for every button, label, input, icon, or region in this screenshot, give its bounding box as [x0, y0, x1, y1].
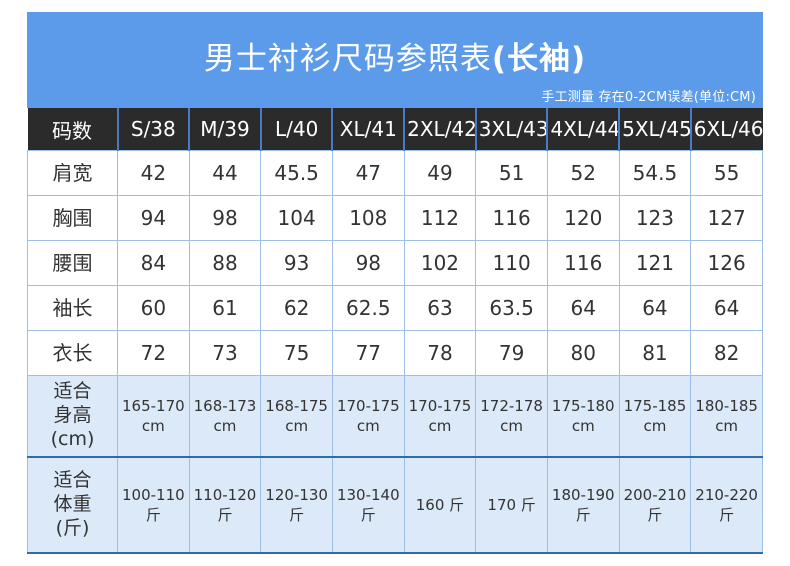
size-value-cell: 64	[690, 285, 763, 331]
size-value-cell: 104	[260, 195, 333, 241]
size-column-header: 3XL/43	[474, 108, 548, 151]
size-column-header: M/39	[188, 108, 261, 151]
size-value-cell: 49	[403, 150, 477, 196]
table-row: 肩宽 42 44 45.5 47 49 51 52 54.5 55	[27, 150, 763, 196]
row-label: 胸围	[27, 195, 118, 241]
table-row: 适合 身高 (cm) 165-170 cm 168-173 cm 168-175 cm…	[27, 375, 763, 458]
size-value-cell: 44	[188, 150, 262, 196]
size-value-cell: 210-220 斤	[690, 456, 763, 554]
size-value-cell: 120-130 斤	[260, 456, 333, 554]
table-row: 袖长 60 61 62 62.5 63 63.5 64 64 64	[27, 285, 763, 331]
row-label: 衣长	[27, 330, 118, 376]
size-value-cell: 180-185 cm	[690, 375, 763, 458]
banner: 男士衬衫尺码参照表(长袖) 手工测量 存在0-2CM误差(单位:CM)	[27, 12, 763, 108]
size-value-cell: 75	[260, 330, 333, 376]
size-column-header: 2XL/42	[403, 108, 476, 151]
size-value-cell: 60	[117, 285, 190, 331]
size-value-cell: 108	[331, 195, 405, 241]
size-value-cell: 112	[403, 195, 477, 241]
size-column-header: 6XL/46	[689, 108, 763, 151]
size-value-cell: 200-210 斤	[618, 456, 692, 554]
size-value-cell: 120	[546, 195, 620, 241]
table-row: 腰围 84 88 93 98 102 110 116 121 126	[27, 240, 763, 286]
size-value-cell: 54.5	[618, 150, 692, 196]
size-value-cell: 62.5	[331, 285, 405, 331]
size-column-header: L/40	[259, 108, 333, 151]
size-value-cell: 121	[618, 240, 692, 286]
size-value-cell: 45.5	[260, 150, 333, 196]
size-table-body: 肩宽 42 44 45.5 47 49 51 52 54.5 55 胸围 94 98 104 108 112 1…	[27, 150, 763, 554]
size-value-cell: 127	[690, 195, 763, 241]
table-row: 适合 体重 (斤) 100-110 斤 110-120 斤 120-130 斤 130-…	[27, 456, 763, 554]
size-value-cell: 98	[331, 240, 405, 286]
row-label: 适合 身高 (cm)	[27, 375, 118, 458]
row-label: 袖长	[27, 285, 118, 331]
size-value-cell: 180-190 斤	[546, 456, 620, 554]
size-value-cell: 73	[188, 330, 262, 376]
size-value-cell: 78	[403, 330, 477, 376]
size-value-cell: 80	[546, 330, 620, 376]
size-value-cell: 82	[690, 330, 763, 376]
size-value-cell: 170-175 cm	[331, 375, 405, 458]
page-title-main: 男士衬衫尺码参照表	[203, 41, 492, 77]
size-value-cell: 160 斤	[403, 456, 477, 554]
size-value-cell: 116	[475, 195, 548, 241]
size-value-cell: 110-120 斤	[188, 456, 262, 554]
size-value-cell: 72	[117, 330, 190, 376]
size-value-cell: 84	[117, 240, 190, 286]
size-value-cell: 51	[475, 150, 548, 196]
size-column-header: XL/41	[331, 108, 405, 151]
size-value-cell: 123	[618, 195, 692, 241]
size-value-cell: 102	[403, 240, 477, 286]
size-value-cell: 170-175 cm	[403, 375, 477, 458]
size-value-cell: 100-110 斤	[117, 456, 190, 554]
row-label: 腰围	[27, 240, 118, 286]
size-value-cell: 52	[546, 150, 620, 196]
table-row: 衣长 72 73 75 77 78 79 80 81 82	[27, 330, 763, 376]
size-value-cell: 116	[546, 240, 620, 286]
corner-header-cell: 码数	[27, 108, 118, 151]
size-value-cell: 88	[188, 240, 262, 286]
page-title: 男士衬衫尺码参照表(长袖)	[27, 33, 763, 78]
row-label: 肩宽	[27, 150, 118, 196]
size-value-cell: 61	[188, 285, 262, 331]
measurement-note: 手工测量 存在0-2CM误差(单位:CM)	[541, 90, 756, 105]
size-table-header-row: 码数 S/38 M/39 L/40 XL/41 2XL/42 3XL/43 4XL/44 5XL…	[27, 108, 763, 151]
row-label: 适合 体重 (斤)	[27, 456, 118, 554]
size-value-cell: 79	[475, 330, 548, 376]
size-value-cell: 168-175 cm	[260, 375, 333, 458]
size-value-cell: 63.5	[475, 285, 548, 331]
size-column-header: S/38	[116, 108, 190, 151]
size-value-cell: 77	[331, 330, 405, 376]
size-value-cell: 93	[260, 240, 333, 286]
size-value-cell: 165-170 cm	[117, 375, 190, 458]
size-value-cell: 126	[690, 240, 763, 286]
size-value-cell: 130-140 斤	[331, 456, 405, 554]
page-title-suffix: (长袖)	[491, 41, 587, 77]
size-value-cell: 55	[690, 150, 763, 196]
size-value-cell: 81	[618, 330, 692, 376]
size-value-cell: 175-180 cm	[546, 375, 620, 458]
size-value-cell: 94	[117, 195, 190, 241]
size-value-cell: 42	[117, 150, 190, 196]
size-value-cell: 168-173 cm	[188, 375, 262, 458]
size-table: 码数 S/38 M/39 L/40 XL/41 2XL/42 3XL/43 4XL/44 5XL…	[27, 108, 763, 554]
size-value-cell: 172-178 cm	[475, 375, 548, 458]
size-value-cell: 47	[331, 150, 405, 196]
size-value-cell: 62	[260, 285, 333, 331]
size-value-cell: 64	[618, 285, 692, 331]
size-column-header: 4XL/44	[546, 108, 620, 151]
size-value-cell: 175-185 cm	[618, 375, 692, 458]
size-value-cell: 63	[403, 285, 477, 331]
size-value-cell: 64	[546, 285, 620, 331]
table-row: 胸围 94 98 104 108 112 116 120 123 127	[27, 195, 763, 241]
size-value-cell: 110	[475, 240, 548, 286]
size-value-cell: 170 斤	[475, 456, 548, 554]
size-column-header: 5XL/45	[618, 108, 691, 151]
size-value-cell: 98	[188, 195, 262, 241]
